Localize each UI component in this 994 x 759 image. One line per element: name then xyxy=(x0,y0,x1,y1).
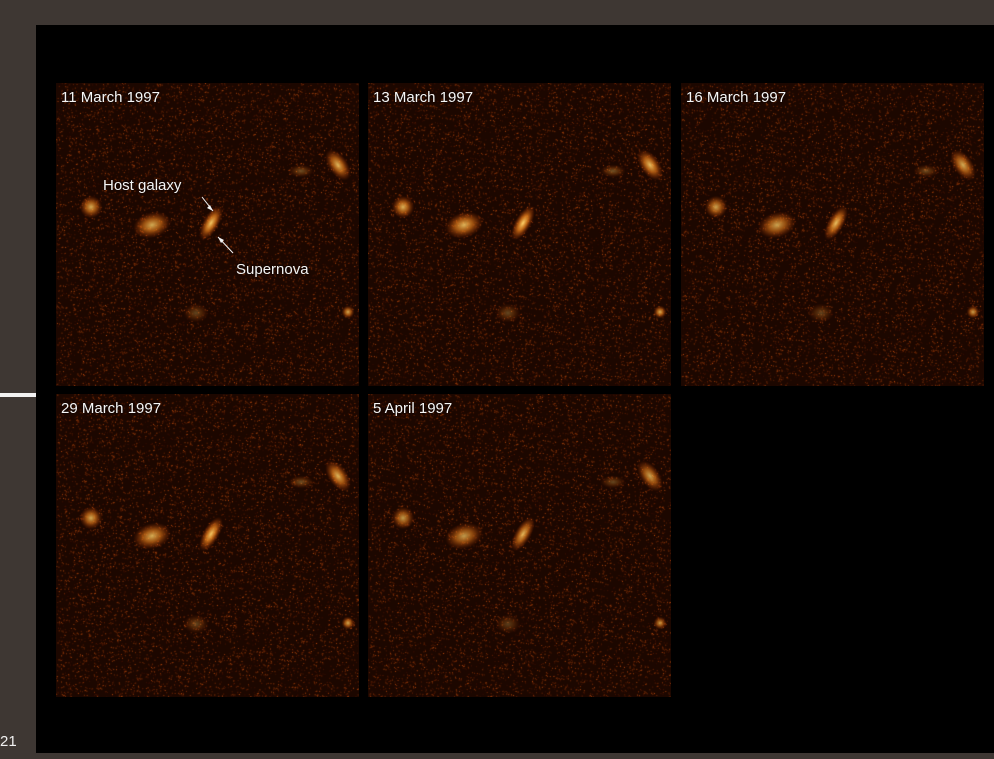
sky-image xyxy=(56,83,359,386)
image-plate: 11 March 1997 Host galaxy Supernova 13 M… xyxy=(36,25,994,753)
sky-image xyxy=(368,394,671,697)
observation-panel-2: 13 March 1997 xyxy=(368,83,671,386)
panel-date-label: 11 March 1997 xyxy=(61,89,160,106)
slide-edge-line xyxy=(0,393,38,397)
host-galaxy-label: Host galaxy xyxy=(103,177,182,194)
supernova-label: Supernova xyxy=(236,261,309,278)
panel-date-label: 29 March 1997 xyxy=(61,400,162,417)
sky-image xyxy=(681,83,984,386)
sky-image xyxy=(56,394,359,697)
observation-panel-4: 29 March 1997 xyxy=(56,394,359,697)
panel-date-label: 5 April 1997 xyxy=(373,400,453,417)
observation-panel-1: 11 March 1997 Host galaxy Supernova xyxy=(56,83,359,386)
panel-date-label: 16 March 1997 xyxy=(686,89,787,106)
observation-panel-5: 5 April 1997 xyxy=(368,394,671,697)
panel-date-label: 13 March 1997 xyxy=(373,89,474,106)
page-number: 21 xyxy=(0,733,17,750)
observation-panel-3: 16 March 1997 xyxy=(681,83,984,386)
sky-image xyxy=(368,83,671,386)
